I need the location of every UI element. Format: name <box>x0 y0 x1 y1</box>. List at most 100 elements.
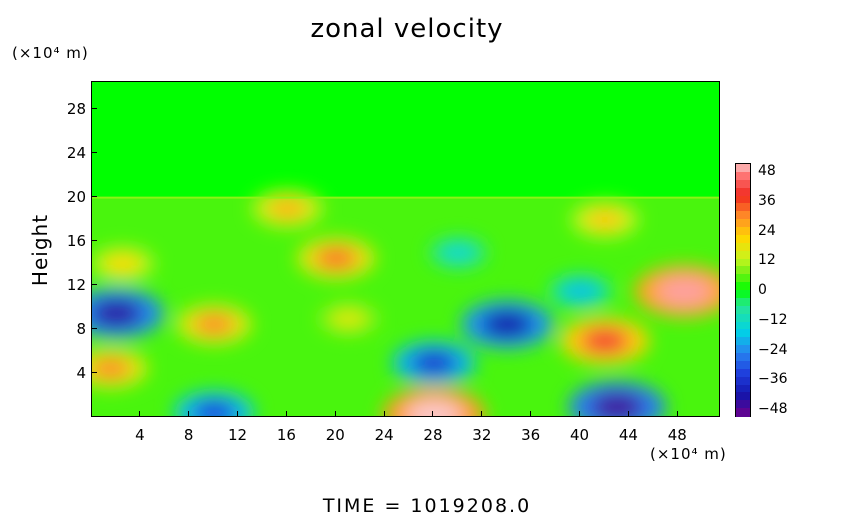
x-tick-mark <box>676 411 678 417</box>
colorbar-segment <box>736 250 750 260</box>
colorbar-segment <box>736 353 750 362</box>
field-blob-core <box>590 393 645 416</box>
field-blob-core <box>332 310 365 328</box>
field-blob-core <box>191 400 237 416</box>
x-tick-mark <box>188 411 190 417</box>
colorbar-segment <box>736 360 750 370</box>
y-tick-mark <box>91 240 97 242</box>
colorbar-tick-label: −12 <box>758 311 788 328</box>
colorbar-segment <box>736 274 750 283</box>
x-tick-mark <box>432 411 434 417</box>
colorbar-segment <box>736 164 750 173</box>
colorbar-segment <box>736 171 750 181</box>
colorbar-segment <box>736 203 750 212</box>
y-tick-mark <box>91 196 97 198</box>
x-tick-mark <box>530 411 532 417</box>
y-tick-label: 8 <box>76 319 86 338</box>
x-tick-label: 40 <box>569 426 590 444</box>
colorbar-segment <box>736 266 750 275</box>
x-tick-label: 48 <box>667 426 687 444</box>
x-tick-label: 12 <box>228 426 248 444</box>
colorbar-segment <box>736 195 750 204</box>
x-tick-label: 20 <box>325 426 345 444</box>
colorbar-segment <box>736 321 750 330</box>
chart-title: zonal velocity <box>310 14 504 44</box>
field-blob-core <box>268 198 307 219</box>
y-tick-mark <box>91 108 97 110</box>
field-blob-core <box>314 246 358 270</box>
x-tick-mark <box>481 411 483 417</box>
y-tick-label: 16 <box>66 231 86 250</box>
field-blob-core <box>563 282 598 301</box>
field-blob-core <box>586 209 624 230</box>
x-tick-label: 36 <box>521 426 541 444</box>
x-tick-mark <box>334 411 336 417</box>
x-tick-label: 32 <box>472 426 492 444</box>
colorbar-segment <box>736 187 750 197</box>
colorbar-segment <box>736 408 750 417</box>
colorbar-segment <box>736 242 750 252</box>
colorbar <box>735 163 751 417</box>
x-tick-label: 4 <box>135 426 145 444</box>
field-blob-core <box>193 313 235 336</box>
colorbar-segment <box>736 211 750 220</box>
colorbar-segment <box>736 384 750 393</box>
field-blob-core <box>656 276 712 306</box>
y-axis-unit: (×10⁴ m) <box>12 44 89 62</box>
field-blob-core <box>580 328 630 354</box>
field-blob-core <box>481 311 533 338</box>
field-blob-core <box>410 350 457 375</box>
colorbar-segment <box>736 227 750 236</box>
field-blob-core <box>92 357 131 380</box>
x-tick-mark <box>627 411 629 417</box>
colorbar-tick-label: −48 <box>758 401 788 417</box>
colorbar-segment <box>736 400 750 409</box>
colorbar-tick-label: 48 <box>758 163 776 179</box>
y-tick-mark <box>91 372 97 374</box>
x-tick-label: 8 <box>183 426 194 444</box>
y-tick-mark <box>91 284 97 286</box>
colorbar-segment <box>736 305 750 315</box>
field-blob-core <box>92 299 143 327</box>
colorbar-segment <box>736 258 750 267</box>
plot-area <box>91 81 720 417</box>
y-axis-label: Height <box>28 213 52 287</box>
colorbar-tick-label: 0 <box>758 282 767 298</box>
colorbar-tick-label: −36 <box>758 371 788 388</box>
x-tick-label: 28 <box>423 426 443 444</box>
colorbar-segment <box>736 368 750 378</box>
heatmap-field <box>92 82 719 416</box>
colorbar-segment <box>736 219 750 228</box>
y-tick-mark <box>91 328 97 330</box>
colorbar-segment <box>736 376 750 386</box>
colorbar-segment <box>736 392 750 401</box>
x-tick-mark <box>579 411 581 417</box>
colorbar-segment <box>736 313 750 323</box>
y-tick-label: 12 <box>66 275 86 294</box>
y-tick-label: 24 <box>66 143 86 162</box>
x-tick-label: 16 <box>276 426 296 444</box>
field-blob-core <box>104 254 141 274</box>
colorbar-segment <box>736 337 750 346</box>
colorbar-segment <box>736 290 750 299</box>
x-axis-unit: (×10⁴ m) <box>650 445 727 463</box>
x-tick-mark <box>383 411 385 417</box>
x-tick-mark <box>139 411 141 417</box>
time-footer: TIME = 1019208.0 <box>322 495 532 517</box>
colorbar-segment <box>736 297 750 307</box>
colorbar-segment <box>736 345 750 354</box>
colorbar-tick-label: 24 <box>758 222 776 239</box>
x-tick-mark <box>285 411 287 417</box>
colorbar-segment <box>736 282 750 291</box>
colorbar-segment <box>736 179 750 189</box>
y-tick-label: 20 <box>66 187 86 206</box>
colorbar-segment <box>736 329 750 338</box>
colorbar-segment <box>736 234 750 244</box>
colorbar-tick-label: 12 <box>758 252 776 269</box>
upper-layer <box>92 82 719 198</box>
x-tick-label: 44 <box>618 426 638 444</box>
y-tick-label: 28 <box>66 99 86 118</box>
colorbar-tick-label: 36 <box>758 192 776 209</box>
y-tick-mark <box>91 152 97 154</box>
field-blob-core <box>443 244 474 261</box>
